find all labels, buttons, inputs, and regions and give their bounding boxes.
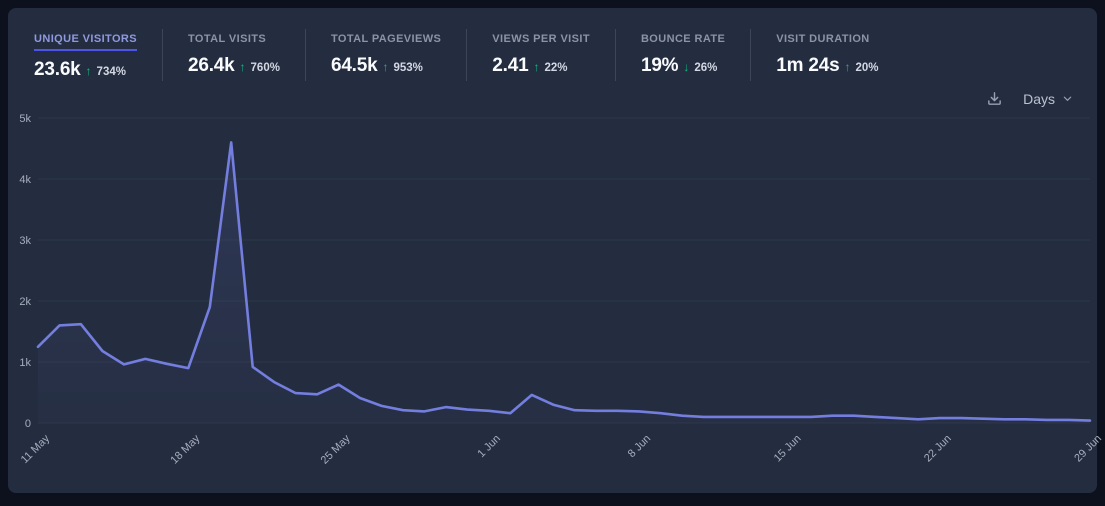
y-tick-label: 2k (19, 296, 31, 308)
x-axis-labels: 11 May 18 May 25 May 1 Jun 8 Jun 15 Jun 22 Jun… (19, 432, 1104, 466)
metric-value: 2.41 (492, 55, 529, 76)
arrow-down-icon: ↓ (683, 60, 690, 74)
x-tick-label: 29 Jun (1072, 433, 1104, 465)
x-tick-label: 8 Jun (626, 433, 654, 461)
metric-change: 734% (96, 66, 126, 78)
download-icon (988, 92, 1001, 105)
metric-tab-total-pageviews[interactable]: TOTAL PAGEVIEWS 64.5k ↑ 953% (304, 29, 466, 81)
arrow-up-icon: ↑ (382, 60, 389, 74)
metric-label: UNIQUE VISITORS (34, 33, 137, 51)
x-tick-label: 22 Jun (922, 433, 954, 465)
chart-toolbar: Days (986, 90, 1073, 107)
metric-label: TOTAL VISITS (187, 33, 267, 45)
metric-label: VIEWS PER VISIT (492, 33, 590, 45)
series-line (36, 141, 1092, 422)
metric-change: 26% (694, 62, 718, 74)
metric-change: 20% (855, 62, 879, 74)
metric-label: TOTAL PAGEVIEWS (330, 33, 442, 45)
metric-value: 26.4k (187, 55, 235, 76)
metric-tab-bounce-rate[interactable]: BOUNCE RATE 19% ↓ 26% (614, 29, 750, 81)
analytics-card: UNIQUE VISITORS 23.6k ↑ 734% TOTAL VISIT… (8, 8, 1104, 493)
y-tick-label: 1k (19, 357, 31, 369)
metric-change: 953% (393, 62, 423, 74)
metric-tab-unique-visitors[interactable]: UNIQUE VISITORS 23.6k ↑ 734% (34, 29, 162, 81)
y-tick-label: 0 (25, 418, 31, 430)
x-tick-label: 18 May (168, 432, 202, 466)
metric-tab-views-per-visit[interactable]: VIEWS PER VISIT 2.41 ↑ 22% (466, 29, 615, 81)
metric-value: 1m 24s (776, 55, 840, 76)
visitors-line-chart: 5k 4k 3k 2k 1k 0 11 May 18 May 25 May 1 Jun 8 Jun 1… (8, 110, 1104, 493)
metric-label: VISIT DURATION (776, 33, 870, 45)
metric-value: 23.6k (34, 59, 81, 80)
metric-value: 64.5k (330, 55, 378, 76)
download-button[interactable] (986, 90, 1003, 107)
metric-change: 22% (544, 62, 568, 74)
metrics-bar: UNIQUE VISITORS 23.6k ↑ 734% TOTAL VISIT… (8, 8, 1097, 81)
arrow-up-icon: ↑ (239, 60, 246, 74)
arrow-up-icon: ↑ (85, 64, 92, 78)
interval-label: Days (1023, 90, 1055, 107)
metric-value: 19% (640, 55, 679, 76)
metric-tab-total-visits[interactable]: TOTAL VISITS 26.4k ↑ 760% (161, 29, 305, 81)
x-tick-label: 25 May (319, 432, 353, 466)
chevron-down-icon (1062, 93, 1073, 104)
y-tick-label: 5k (19, 113, 31, 125)
interval-dropdown[interactable]: Days (1023, 91, 1073, 107)
series-area-fill (38, 142, 1090, 423)
metric-change: 760% (250, 62, 280, 74)
arrow-up-icon: ↑ (533, 60, 540, 74)
x-tick-label: 11 May (19, 432, 53, 466)
y-tick-label: 4k (19, 174, 31, 186)
x-tick-label: 15 Jun (772, 433, 804, 465)
y-tick-label: 3k (19, 235, 31, 247)
arrow-up-icon: ↑ (844, 60, 851, 74)
metric-tab-visit-duration[interactable]: VISIT DURATION 1m 24s ↑ 20% (750, 29, 903, 81)
metric-label: BOUNCE RATE (640, 33, 726, 45)
x-tick-label: 1 Jun (475, 433, 503, 461)
y-axis-labels: 5k 4k 3k 2k 1k 0 (19, 113, 31, 430)
